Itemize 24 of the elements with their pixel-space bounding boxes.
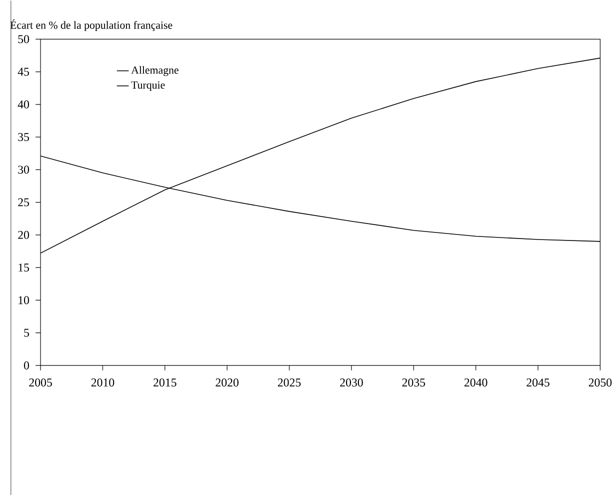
y-tick-label: 50 xyxy=(18,35,30,44)
y-tick-label: 10 xyxy=(18,296,30,304)
x-tick-label: 2035 xyxy=(402,378,426,387)
y-tick-label: 0 xyxy=(24,362,30,370)
y-tick-label: 5 xyxy=(24,329,30,337)
x-tick-label: 2010 xyxy=(91,378,114,387)
y-tick-label: 40 xyxy=(18,100,30,109)
x-tick-label: 2015 xyxy=(154,378,176,387)
y-tick-label: 30 xyxy=(18,166,30,174)
y-tick-label: 20 xyxy=(18,231,30,240)
y-tick-label: 45 xyxy=(18,68,30,76)
x-tick-label: 2005 xyxy=(29,378,52,387)
x-tick-label: 2020 xyxy=(216,378,239,387)
x-tick-label: 2030 xyxy=(340,378,363,387)
y-tick-label: 25 xyxy=(18,198,30,207)
y-tick-label: 35 xyxy=(18,133,30,142)
legend-label: Turquie xyxy=(131,82,165,92)
x-tick-label: 2045 xyxy=(526,378,550,387)
legend-label: Allemagne xyxy=(131,66,178,76)
x-tick-label: 2040 xyxy=(464,378,488,387)
x-tick-label: 2050 xyxy=(588,378,612,387)
x-tick-label: 2025 xyxy=(278,378,301,387)
y-axis-title: Écart en % de la population française xyxy=(10,20,172,32)
y-tick-label: 15 xyxy=(18,264,30,272)
